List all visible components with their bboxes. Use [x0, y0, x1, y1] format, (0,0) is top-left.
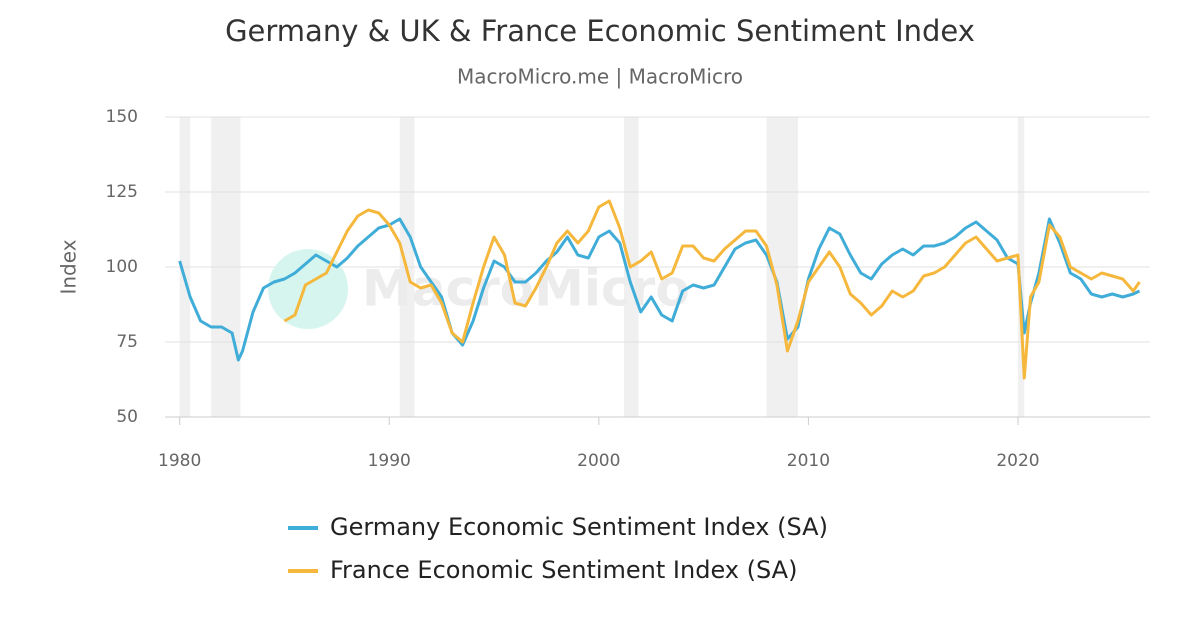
- y-tick-label: 50: [116, 407, 138, 427]
- x-tick-label: 2020: [996, 451, 1039, 471]
- x-tick-label: 1980: [158, 451, 201, 471]
- chart-title: Germany & UK & France Economic Sentiment…: [225, 14, 975, 48]
- y-tick-label: 75: [116, 332, 138, 352]
- legend-label: Germany Economic Sentiment Index (SA): [330, 513, 828, 541]
- x-tick-label: 1990: [368, 451, 411, 471]
- chart-subtitle: MacroMicro.me | MacroMicro: [457, 65, 743, 89]
- line: [283, 199, 1141, 380]
- legend-label: France Economic Sentiment Index (SA): [330, 556, 797, 584]
- y-tick-label: 150: [106, 107, 138, 127]
- y-tick-label: 125: [106, 182, 138, 202]
- x-tick-label: 2000: [577, 451, 620, 471]
- watermark: MacroMicro: [362, 260, 690, 318]
- y-tick-label: 100: [106, 257, 138, 277]
- y-axis-label: Index: [57, 239, 81, 294]
- line: [178, 217, 1141, 362]
- x-tick-label: 2010: [787, 451, 830, 471]
